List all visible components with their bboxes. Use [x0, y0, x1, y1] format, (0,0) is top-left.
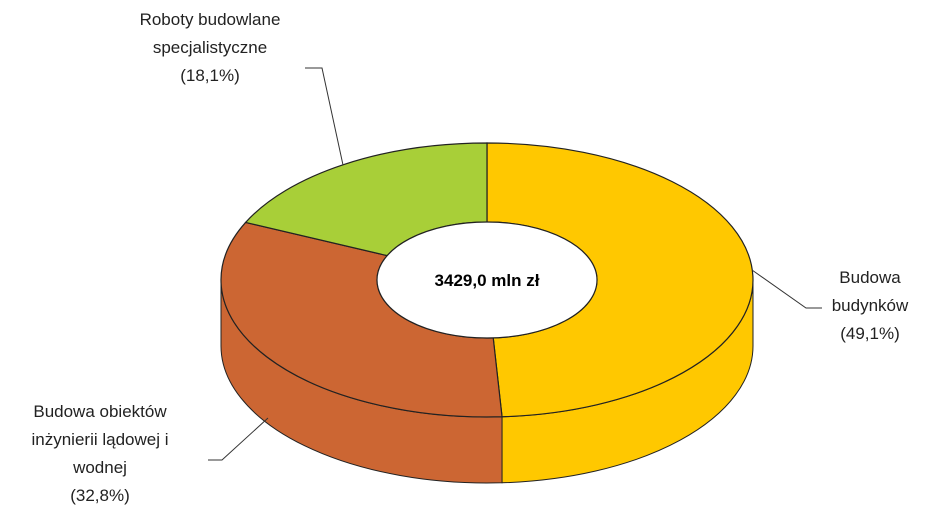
slice-label: Roboty budowlane specjalistyczne (18,1%)	[130, 6, 290, 90]
slice-label: Budowa budynków (49,1%)	[805, 264, 930, 348]
value-label: (49,1%)	[840, 324, 900, 343]
center-label: 3429,0 mln zł	[435, 271, 540, 290]
value-label: (18,1%)	[180, 66, 240, 85]
donut-hole	[376, 221, 598, 339]
slice-label: Budowa obiektów inżynierii lądowej i wod…	[5, 398, 195, 510]
category-label: Roboty budowlane specjalistyczne	[139, 10, 281, 57]
value-label: (32,8%)	[70, 486, 130, 505]
leader-line	[751, 269, 822, 309]
leader-line	[305, 67, 344, 166]
category-label: Budowa budynków	[831, 268, 909, 315]
category-label: Budowa obiektów inżynierii lądowej i wod…	[31, 402, 169, 477]
slices	[220, 142, 754, 484]
leader-line	[208, 417, 269, 461]
